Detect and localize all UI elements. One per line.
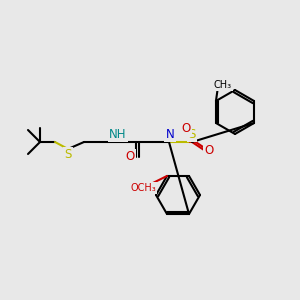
Text: S: S (188, 128, 196, 140)
Text: S: S (64, 148, 72, 161)
Text: OCH₃: OCH₃ (130, 183, 156, 193)
Text: O: O (125, 151, 135, 164)
Text: O: O (182, 122, 190, 136)
Text: CH₃: CH₃ (214, 80, 232, 90)
Text: N: N (166, 128, 174, 140)
Text: O: O (204, 143, 214, 157)
Text: NH: NH (109, 128, 127, 140)
